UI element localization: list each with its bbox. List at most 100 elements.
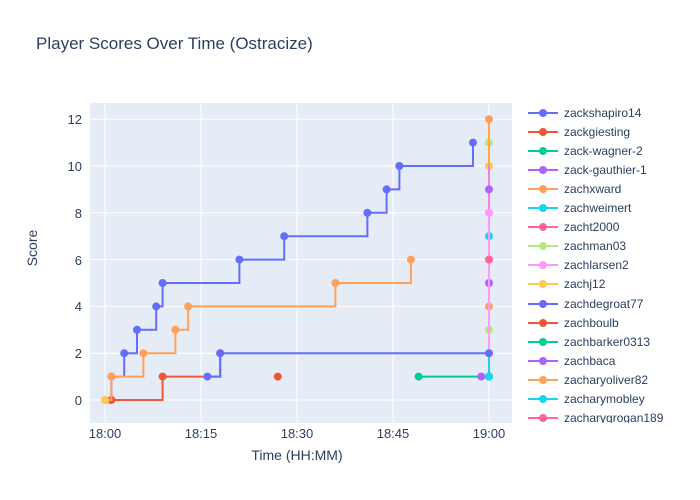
data-point — [203, 372, 212, 381]
data-point — [139, 349, 148, 358]
y-tick: 2 — [74, 346, 82, 361]
data-point — [158, 372, 167, 381]
series-zacharygrogan189 — [485, 255, 493, 264]
legend-line-sample — [528, 166, 558, 175]
legend-line-sample — [528, 280, 558, 289]
legend-item-zack-gauthier-1[interactable]: zack-gauthier-1 — [528, 161, 647, 180]
legend-item-zachbarker0313[interactable]: zachbarker0313 — [528, 332, 650, 351]
x-tick: 18:00 — [88, 426, 122, 441]
series-zacharymobley — [485, 372, 493, 381]
legend-item-zackgiesting[interactable]: zackgiesting — [528, 123, 630, 142]
data-point — [158, 279, 167, 287]
legend-label: zackshapiro14 — [564, 106, 642, 120]
series-zachj12 — [101, 396, 109, 404]
legend-marker-dot — [539, 280, 547, 289]
legend-marker-dot — [539, 261, 547, 270]
legend-item-zachlarsen2[interactable]: zachlarsen2 — [528, 256, 629, 275]
data-point — [101, 396, 109, 404]
legend-label: zachbaca — [564, 353, 616, 368]
data-point — [107, 372, 116, 381]
legend-marker-dot — [539, 356, 547, 365]
legend-line-sample — [528, 204, 558, 213]
data-point — [216, 349, 225, 358]
y-tick: 0 — [74, 393, 82, 408]
legend-label: zachman03 — [564, 239, 627, 254]
x-tick: 18:30 — [280, 426, 314, 441]
legend: zackshapiro14 zackgiesting zack-wagner-2 za… — [524, 103, 700, 423]
legend-line-sample — [528, 147, 558, 156]
legend-label: zacht2000 — [564, 220, 620, 235]
legend-label: zachbarker0313 — [564, 334, 651, 349]
data-point — [280, 232, 289, 241]
series-line — [207, 352, 489, 378]
legend-label: zachweimert — [564, 201, 632, 216]
legend-marker-dot — [539, 394, 547, 403]
data-point — [414, 372, 423, 381]
legend-item-zachbaca[interactable]: zachbaca — [528, 351, 615, 370]
legend-label: zacharyoliver82 — [564, 372, 649, 387]
legend-label: zachboulb — [564, 315, 619, 330]
data-point — [331, 279, 340, 287]
legend-label: zacharygrogan189 — [564, 410, 664, 423]
legend-label: zachj12 — [564, 277, 606, 292]
legend-line-sample — [528, 394, 558, 403]
legend-marker-dot — [539, 204, 547, 213]
legend-line-sample — [528, 185, 558, 194]
data-point — [184, 302, 193, 311]
legend-item-zachxward[interactable]: zachxward — [528, 180, 621, 199]
legend-marker-dot — [539, 223, 547, 232]
legend-item-zacharygrogan189[interactable]: zacharygrogan189 — [528, 408, 663, 423]
series-zachboulb — [273, 372, 282, 381]
legend-label: zack-wagner-2 — [564, 144, 643, 159]
data-point — [485, 255, 493, 264]
legend-line-sample — [528, 337, 558, 346]
data-point — [477, 372, 486, 381]
legend-item-zachj12[interactable]: zachj12 — [528, 275, 605, 294]
legend-line-sample — [528, 128, 558, 137]
legend-label: zackgiesting — [564, 125, 631, 140]
legend-marker-dot — [539, 109, 547, 117]
legend-item-zacht2000[interactable]: zacht2000 — [528, 218, 619, 237]
plot-area[interactable] — [90, 103, 512, 423]
legend-marker-dot — [539, 128, 547, 137]
data-point — [133, 325, 141, 334]
legend-item-zack-wagner-2[interactable]: zack-wagner-2 — [528, 142, 643, 161]
data-point — [273, 372, 282, 381]
legend-line-sample — [528, 356, 558, 365]
series-zack-gauthier-1 — [477, 372, 486, 381]
x-axis-label: Time (HH:MM) — [251, 447, 343, 463]
x-tick: 18:45 — [376, 426, 410, 441]
data-point — [120, 349, 129, 358]
data-point — [406, 255, 415, 264]
legend-item-zachdegroat77[interactable]: zachdegroat77 — [528, 294, 643, 313]
legend-marker-dot — [539, 166, 547, 175]
y-tick: 6 — [74, 253, 82, 268]
y-tick: 4 — [74, 299, 82, 314]
x-tick: 18:15 — [184, 426, 218, 441]
legend-label: zachlarsen2 — [564, 258, 629, 273]
data-point — [382, 185, 391, 194]
legend-label: zacharymobley — [564, 391, 645, 406]
legend-line-sample — [528, 413, 558, 422]
legend-item-zacharymobley[interactable]: zacharymobley — [528, 389, 645, 408]
legend-line-sample — [528, 318, 558, 327]
legend-marker-dot — [539, 337, 547, 346]
legend-line-sample — [528, 299, 558, 308]
legend-marker-dot — [539, 318, 547, 327]
legend-line-sample — [528, 375, 558, 384]
legend-marker-dot — [539, 299, 547, 308]
legend-item-zachweimert[interactable]: zachweimert — [528, 199, 631, 218]
legend-line-sample — [528, 109, 558, 117]
legend-label: zack-gauthier-1 — [564, 163, 647, 178]
data-point — [485, 372, 493, 381]
series-zachdegroat77 — [203, 349, 493, 381]
legend-item-zachman03[interactable]: zachman03 — [528, 237, 626, 256]
legend-line-sample — [528, 242, 558, 251]
legend-item-zackshapiro14[interactable]: zackshapiro14 — [528, 104, 641, 123]
series-line — [105, 142, 474, 401]
legend-item-zachboulb[interactable]: zachboulb — [528, 313, 619, 332]
legend-item-zacharyoliver82[interactable]: zacharyoliver82 — [528, 370, 648, 389]
legend-marker-dot — [539, 413, 547, 422]
